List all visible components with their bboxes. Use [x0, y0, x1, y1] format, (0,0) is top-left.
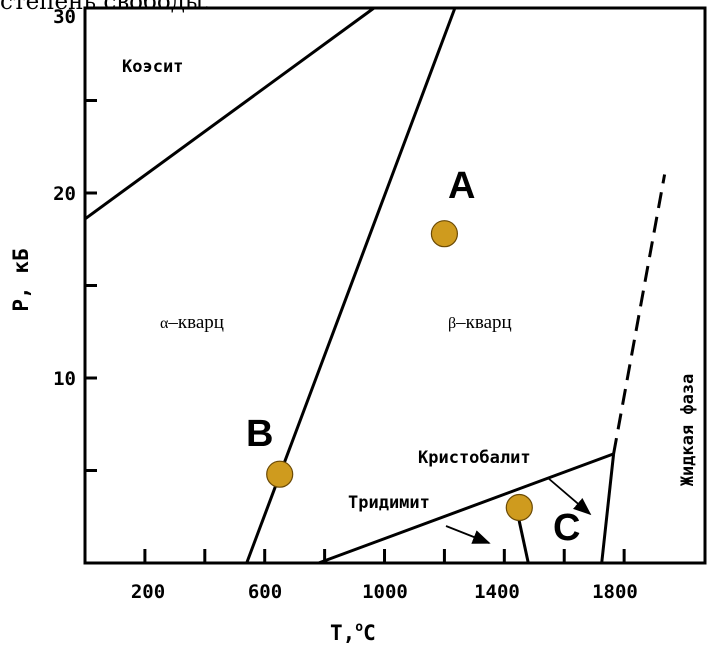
y-axis-title: P, кБ [9, 248, 33, 311]
tridymite-quartz-boundary [318, 452, 615, 565]
state-point-b [266, 460, 294, 488]
cristobalite-liquid-boundary [600, 453, 616, 564]
x-tick-label: 1800 [592, 581, 638, 603]
state-points [266, 220, 533, 522]
x-axis-unit: C [363, 621, 376, 645]
coesite-quartz-boundary [84, 6, 375, 221]
y-tick-label: 30 [53, 6, 76, 28]
beta-quartz-text: –кварц [455, 312, 512, 333]
x-axis-title-symbol: T, [330, 621, 355, 645]
liquid-phase-label: Жидкая фаза [678, 374, 698, 487]
y-tick-label: 20 [53, 183, 76, 205]
coesite-label: Коэсит [122, 57, 183, 77]
x-tick-label: 200 [131, 581, 165, 603]
x-axis-degree: o [355, 620, 363, 635]
alpha-quartz-label: α–кварц [160, 312, 224, 333]
point-label-b: B [246, 413, 273, 455]
phase-boundaries [84, 6, 667, 565]
beta-quartz-label: β–кварц [448, 312, 512, 333]
x-axis-title: T,oC [330, 620, 376, 645]
x-tick-label: 1400 [474, 581, 520, 603]
x-tick-label: 1000 [362, 581, 408, 603]
tridymite-arrow [445, 525, 491, 544]
cristobalite-label: Кристобалит [418, 448, 531, 468]
state-point-c [505, 493, 533, 522]
x-tick-label: 600 [248, 581, 282, 603]
point-label-c: C [553, 507, 580, 549]
melting-curve-dashed [612, 174, 667, 455]
point-label-a: A [448, 165, 475, 207]
y-tick-label: 10 [53, 368, 76, 390]
cristobalite-arrow [547, 477, 592, 516]
alpha-symbol: α [160, 315, 169, 332]
state-point-a [430, 220, 458, 248]
header-fragment: степень свободы. [0, 0, 211, 15]
alpha-quartz-text: –кварц [167, 312, 224, 333]
axis-ticks [85, 99, 626, 563]
tridymite-label: Тридимит [348, 493, 430, 513]
beta-symbol: β [448, 315, 456, 332]
